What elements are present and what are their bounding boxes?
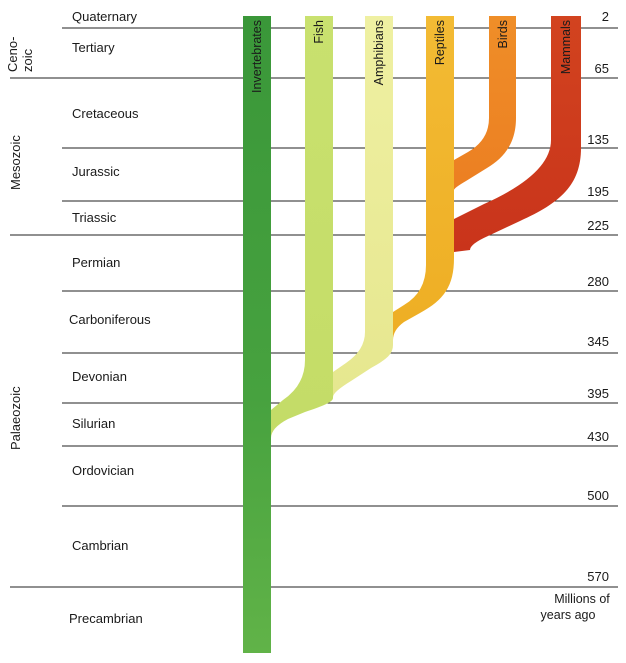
period-label-quaternary: Quaternary	[72, 9, 138, 24]
age-label: 570	[587, 569, 609, 584]
period-label-cambrian: Cambrian	[72, 538, 128, 553]
era-labels: Ceno- zoic Mesozoic Palaeozoic	[5, 37, 35, 450]
axis-title-line1: Millions of	[554, 592, 610, 606]
age-label: 2	[602, 9, 609, 24]
fish-band	[271, 16, 333, 438]
period-label-silurian: Silurian	[72, 416, 115, 431]
age-label: 65	[595, 61, 609, 76]
age-label: 225	[587, 218, 609, 233]
period-label-permian: Permian	[72, 255, 120, 270]
age-label: 345	[587, 334, 609, 349]
era-label-cenozoic-line1: Ceno-	[5, 37, 20, 72]
period-label-tertiary: Tertiary	[72, 40, 115, 55]
lineage-labels: Invertebrates Fish Amphibians Reptiles Birds…	[250, 20, 573, 93]
period-label-devonian: Devonian	[72, 369, 127, 384]
age-label: 195	[587, 184, 609, 199]
age-label: 430	[587, 429, 609, 444]
invertebrates-band	[243, 16, 271, 653]
axis-title-line2: years ago	[541, 608, 596, 622]
age-label: 135	[587, 132, 609, 147]
age-label: 395	[587, 386, 609, 401]
era-label-mesozoic: Mesozoic	[8, 135, 23, 190]
lineage-label-invertebrates: Invertebrates	[250, 20, 264, 93]
era-label-cenozoic-line2: zoic	[20, 48, 35, 72]
age-label: 280	[587, 274, 609, 289]
lineage-bands	[243, 16, 581, 653]
birds-band	[454, 16, 516, 190]
period-label-triassic: Triassic	[72, 210, 117, 225]
period-labels: Quaternary Tertiary Cretaceous Jurassic Tria…	[69, 9, 151, 626]
period-label-carboniferous: Carboniferous	[69, 312, 151, 327]
amphibians-band	[333, 16, 393, 397]
mammals-band	[454, 16, 581, 252]
period-label-jurassic: Jurassic	[72, 164, 120, 179]
period-label-cretaceous: Cretaceous	[72, 106, 139, 121]
lineage-label-amphibians: Amphibians	[372, 20, 386, 85]
era-label-palaeozoic: Palaeozoic	[8, 386, 23, 450]
age-label: 500	[587, 488, 609, 503]
period-label-ordovician: Ordovician	[72, 463, 134, 478]
reptiles-band	[393, 16, 454, 342]
age-labels: 2 65 135 195 225 280 345 395 430 500 570	[587, 9, 609, 584]
lineage-label-birds: Birds	[496, 20, 510, 48]
period-label-precambrian: Precambrian	[69, 611, 143, 626]
axis-title: Millions of years ago	[541, 592, 611, 622]
lineage-label-reptiles: Reptiles	[433, 20, 447, 65]
lineage-label-fish: Fish	[312, 20, 326, 44]
lineage-label-mammals: Mammals	[559, 20, 573, 74]
